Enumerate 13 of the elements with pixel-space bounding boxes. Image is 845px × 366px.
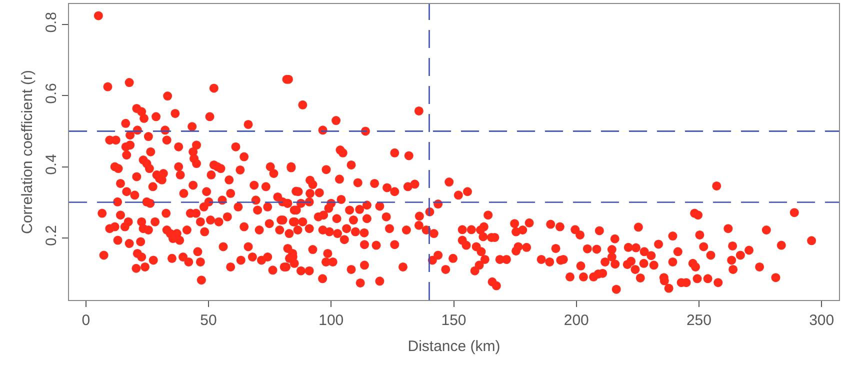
x-tick-label: 200 bbox=[564, 312, 589, 330]
y-tick-label: 0.4 bbox=[42, 154, 60, 175]
x-tick-label: 100 bbox=[318, 312, 344, 330]
x-tick-label: 150 bbox=[441, 312, 466, 330]
x-tick-label: 300 bbox=[809, 312, 834, 330]
y-axis-title: Correlation coefficient (r) bbox=[19, 70, 36, 234]
x-tick-label: 50 bbox=[200, 312, 217, 330]
y-tick-label: 0.8 bbox=[42, 12, 60, 33]
y-tick-label: 0.2 bbox=[42, 225, 60, 246]
y-tick-label: 0.6 bbox=[42, 83, 60, 104]
x-tick-label: 250 bbox=[686, 312, 712, 330]
x-tick-label: 0 bbox=[82, 312, 90, 330]
x-axis-title: Distance (km) bbox=[408, 338, 500, 356]
